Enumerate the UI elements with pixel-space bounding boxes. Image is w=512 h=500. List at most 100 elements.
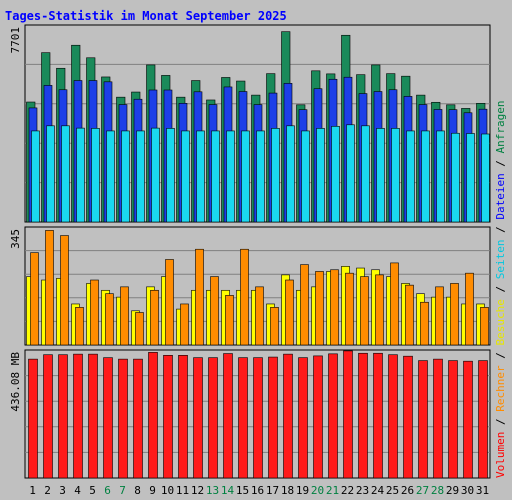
legend: Volumen / Rechner / Besuche / Seiten / D… [494, 100, 507, 478]
bar-volumen-18 [283, 353, 293, 479]
x-tick-label-2: 2 [44, 484, 51, 497]
bar-rechner-29 [450, 283, 459, 346]
y-max-label: 345 [9, 229, 22, 249]
bar-seiten-13 [211, 130, 220, 223]
bar-rechner-25 [390, 262, 399, 346]
bar-volumen-25 [388, 354, 398, 479]
bar-volumen-4 [73, 353, 83, 479]
x-axis-labels: 1 2 3 4 5 6 7 8 9 10 11 12 13 14 15 16 17 18 19 20 21 22 23 24 2… [29, 484, 489, 497]
bar-seiten-31 [481, 133, 490, 223]
bar-seiten-18 [286, 125, 295, 223]
bar-seiten-25 [391, 128, 400, 223]
bar-seiten-24 [376, 128, 385, 223]
bar-seiten-23 [361, 125, 370, 223]
legend-text: Volumen / Rechner / Besuche / Seiten / D… [494, 100, 507, 478]
bar-rechner-14 [225, 295, 234, 346]
bar-seiten-10 [166, 128, 175, 223]
bar-seiten-30 [466, 133, 475, 223]
x-tick-label-27: 27 [416, 484, 429, 497]
legend-separator: / [494, 346, 507, 366]
x-tick-label-21: 21 [326, 484, 339, 497]
bar-rechner-26 [405, 284, 414, 346]
bar-rechner-18 [285, 279, 294, 346]
bar-volumen-13 [208, 357, 218, 479]
bar-rechner-1 [30, 252, 39, 346]
bar-rechner-22 [345, 272, 354, 346]
panel-middle: 345 [9, 226, 491, 346]
bar-seiten-27 [421, 130, 430, 223]
bar-volumen-1 [28, 358, 38, 479]
x-tick-label-29: 29 [446, 484, 459, 497]
legend-entry-anfragen: Anfragen [494, 100, 507, 153]
bar-seiten-17 [271, 128, 280, 223]
bar-rechner-3 [60, 235, 69, 346]
bar-volumen-14 [223, 353, 233, 479]
x-tick-label-6: 6 [104, 484, 111, 497]
legend-entry-rechner: Rechner [494, 365, 507, 412]
bar-volumen-3 [58, 354, 68, 479]
bar-seiten-22 [346, 124, 355, 223]
bar-seiten-26 [406, 130, 415, 223]
bar-rechner-5 [90, 279, 99, 346]
x-tick-label-18: 18 [281, 484, 294, 497]
legend-separator: / [494, 279, 507, 299]
x-tick-label-14: 14 [221, 484, 235, 497]
bar-volumen-2 [43, 354, 53, 479]
bar-rechner-28 [435, 286, 444, 346]
bar-seiten-21 [331, 126, 340, 223]
bar-seiten-1 [31, 130, 40, 223]
x-tick-label-8: 8 [134, 484, 141, 497]
x-tick-label-31: 31 [476, 484, 489, 497]
bar-rechner-9 [150, 289, 159, 346]
bar-rechner-31 [480, 307, 489, 346]
bar-seiten-7 [121, 130, 130, 223]
x-tick-label-3: 3 [59, 484, 66, 497]
bar-seiten-16 [256, 130, 265, 223]
panel-bottom: 436.08 MB [9, 349, 491, 479]
bar-rechner-4 [75, 307, 84, 346]
x-tick-label-5: 5 [89, 484, 96, 497]
bar-rechner-23 [360, 276, 369, 346]
x-tick-label-17: 17 [266, 484, 279, 497]
bar-volumen-9 [148, 352, 158, 479]
bar-volumen-31 [478, 360, 488, 479]
bar-volumen-27 [418, 360, 428, 479]
bar-seiten-28 [436, 130, 445, 223]
bar-seiten-15 [241, 130, 250, 223]
bar-volumen-17 [268, 356, 278, 479]
x-tick-label-13: 13 [206, 484, 219, 497]
x-tick-label-7: 7 [119, 484, 126, 497]
x-tick-label-20: 20 [311, 484, 324, 497]
bar-volumen-11 [178, 355, 188, 479]
bar-rechner-20 [315, 271, 324, 346]
x-tick-label-9: 9 [149, 484, 156, 497]
bar-volumen-30 [463, 360, 473, 479]
bar-rechner-6 [105, 293, 114, 346]
x-tick-label-25: 25 [386, 484, 399, 497]
bar-volumen-16 [253, 357, 263, 479]
x-tick-label-11: 11 [176, 484, 189, 497]
x-tick-label-1: 1 [29, 484, 36, 497]
bar-volumen-12 [193, 357, 203, 479]
bar-volumen-20 [313, 355, 323, 479]
bar-seiten-5 [91, 128, 100, 223]
bar-seiten-6 [106, 130, 115, 223]
bar-volumen-6 [103, 357, 113, 479]
bar-seiten-8 [136, 130, 145, 223]
bar-rechner-17 [270, 307, 279, 346]
bar-volumen-7 [118, 358, 128, 479]
bar-seiten-3 [61, 125, 70, 223]
x-tick-label-12: 12 [191, 484, 204, 497]
bar-rechner-27 [420, 301, 429, 346]
x-tick-label-30: 30 [461, 484, 474, 497]
legend-separator: / [494, 153, 507, 173]
legend-separator: / [494, 412, 507, 432]
x-tick-label-4: 4 [74, 484, 81, 497]
x-tick-label-28: 28 [431, 484, 444, 497]
x-tick-label-24: 24 [371, 484, 385, 497]
legend-entry-seiten: Seiten [494, 240, 507, 280]
x-tick-label-15: 15 [236, 484, 249, 497]
x-tick-label-10: 10 [161, 484, 174, 497]
